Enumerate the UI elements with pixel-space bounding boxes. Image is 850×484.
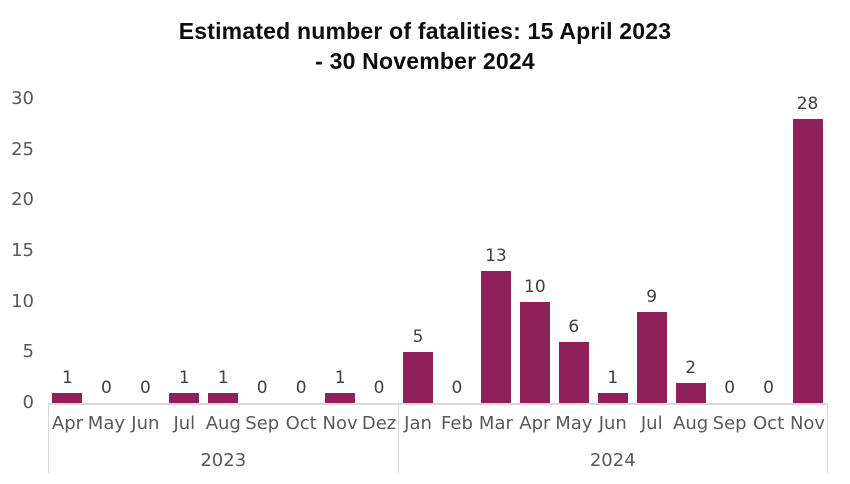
bar-value-label: 1 — [178, 368, 190, 388]
bar-value-label: 5 — [412, 327, 424, 347]
bar-slot: 0 — [126, 99, 165, 403]
bar-value-label: 0 — [763, 378, 774, 398]
bar-value-label: 1 — [217, 368, 229, 388]
month-label: Nov — [789, 413, 826, 434]
bar-value-label: 10 — [524, 277, 546, 297]
month-label: Jul — [173, 413, 196, 434]
bar-slot: 13 — [476, 99, 515, 403]
month-label: Mar — [478, 413, 513, 434]
bar-value-label: 0 — [256, 378, 268, 398]
month-label: Apr — [51, 413, 84, 434]
bar-slot: 9 — [632, 99, 671, 403]
chart-title: Estimated number of fatalities: 15 April… — [0, 16, 850, 76]
plot-area: 1 0 0 1 1 0 0 1 0 5 0 13 10 6 1 9 2 0 0 28 — [48, 94, 827, 405]
month-label: Oct — [753, 413, 785, 434]
bar-value-label: 0 — [295, 378, 307, 398]
bar-slot: 0 — [282, 99, 321, 403]
bar-slot: 1 — [165, 99, 204, 403]
x-axis-years: 2023 2024 — [48, 450, 827, 472]
bar-slot: 0 — [360, 99, 399, 403]
bar-value-label: 0 — [724, 378, 736, 398]
month-label: Oct — [285, 413, 317, 434]
bar-value-label: 9 — [646, 287, 658, 307]
month-label: Dez — [361, 413, 397, 434]
month-label: May — [87, 413, 126, 434]
bar — [636, 312, 667, 403]
y-tick-label: 15 — [11, 240, 34, 261]
bar-slot: 5 — [399, 99, 438, 403]
bar-slot: 1 — [593, 99, 632, 403]
bar-value-label: 0 — [100, 378, 112, 398]
year-label: 2023 — [200, 450, 247, 471]
bar-slot: 2 — [671, 99, 710, 403]
bar-value-label: 1 — [607, 368, 619, 388]
bar-value-label: 0 — [373, 378, 385, 398]
bar-slot: 6 — [554, 99, 593, 403]
axis-group-separator — [826, 403, 828, 473]
month-label: Jan — [404, 413, 432, 434]
bar — [480, 271, 511, 403]
bar — [675, 383, 706, 403]
axis-group-separator — [398, 403, 400, 473]
bar-slot: 1 — [204, 99, 243, 403]
bar-value-label: 13 — [485, 246, 507, 266]
bar-value-label: 1 — [62, 368, 73, 388]
bar-slot: 0 — [87, 99, 126, 403]
y-tick-label: 20 — [11, 189, 34, 211]
month-label: Nov — [322, 413, 358, 434]
bar — [403, 352, 434, 403]
y-tick-label: 25 — [11, 138, 34, 160]
y-tick-label: 0 — [22, 392, 34, 413]
bar-slot: 0 — [710, 99, 749, 403]
y-tick-label: 30 — [11, 88, 34, 109]
month-label: May — [555, 413, 593, 434]
month-label: Apr — [519, 413, 551, 434]
month-label: Jun — [598, 413, 627, 434]
bar — [558, 342, 589, 403]
bar — [792, 119, 823, 403]
bar — [597, 393, 628, 403]
y-tick-label: 10 — [11, 290, 34, 312]
x-axis-months: Apr May Jun Jul Aug Sep Oct Nov Dez Jan Feb Mar Apr M… — [48, 412, 827, 436]
bar-slot: 0 — [749, 99, 788, 403]
month-label: Sep — [712, 413, 747, 434]
month-label: Jul — [640, 413, 663, 434]
bar-slot: 1 — [48, 99, 87, 403]
bar — [208, 393, 239, 403]
bar-value-label: 2 — [685, 358, 697, 378]
bar-value-label: 1 — [334, 368, 346, 388]
bar-slot: 0 — [243, 99, 282, 403]
month-label: Aug — [673, 413, 709, 434]
bar-value-label: 6 — [568, 317, 580, 337]
bar-value-label: 28 — [796, 94, 819, 114]
bar-slot: 28 — [788, 94, 827, 403]
year-label: 2024 — [589, 450, 636, 471]
bar-value-label: 0 — [139, 378, 151, 398]
bar-slot: 1 — [321, 99, 360, 403]
chart-title-line-1: Estimated number of fatalities: 15 April… — [178, 18, 672, 44]
bar-slot: 0 — [438, 99, 477, 403]
bar — [52, 393, 83, 403]
month-label: Feb — [441, 413, 473, 434]
axis-group-separator — [47, 403, 49, 473]
month-label: Jun — [131, 413, 160, 434]
bar-slot: 10 — [515, 99, 554, 403]
bar-value-label: 0 — [451, 378, 463, 398]
month-label: Aug — [205, 413, 241, 434]
bar — [325, 393, 356, 403]
y-tick-label: 5 — [22, 341, 34, 363]
bar — [519, 302, 550, 403]
chart-title-line-2: - 30 November 2024 — [315, 48, 535, 74]
month-label: Sep — [245, 413, 280, 434]
bar — [169, 393, 200, 403]
